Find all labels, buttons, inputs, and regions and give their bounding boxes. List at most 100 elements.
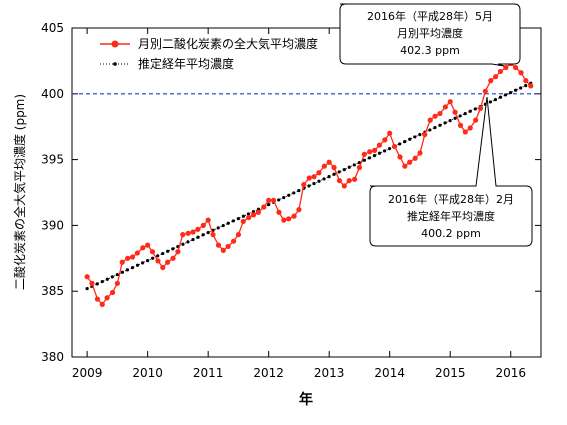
x-tick-label: 2013 <box>314 366 345 380</box>
monthly-point <box>301 182 307 188</box>
trend-point <box>95 282 99 286</box>
legend-trend-label: 推定経年平均濃度 <box>138 56 234 71</box>
monthly-point <box>432 113 438 119</box>
trend-point <box>267 202 271 207</box>
monthly-point <box>326 159 332 165</box>
monthly-point <box>165 259 171 265</box>
trend-point <box>171 247 175 251</box>
monthly-point <box>361 151 367 157</box>
trend-point <box>463 111 467 116</box>
monthly-point <box>367 149 373 155</box>
monthly-point <box>99 301 105 307</box>
monthly-point <box>261 204 267 210</box>
trend-line <box>86 82 531 290</box>
trend-point <box>307 184 311 188</box>
trend-point <box>196 235 200 239</box>
monthly-point <box>266 197 272 203</box>
monthly-point <box>467 125 473 131</box>
monthly-point <box>200 222 206 228</box>
trend-point <box>357 160 361 165</box>
y-axis-title: 二酸化炭素の全大気平均濃度 (ppm) <box>12 94 27 290</box>
trend-point <box>372 153 377 158</box>
callout-trend-line2: 推定経年平均濃度 <box>407 209 495 223</box>
trend-point <box>453 116 457 120</box>
monthly-point <box>160 264 166 271</box>
monthly-point <box>180 232 186 238</box>
monthly-point <box>503 64 509 71</box>
trend-point <box>362 158 366 162</box>
monthly-point <box>155 258 161 264</box>
trend-point <box>100 279 104 284</box>
trend-point <box>140 261 145 265</box>
trend-point <box>130 265 135 270</box>
monthly-point <box>205 217 211 223</box>
trend-point <box>120 270 125 274</box>
monthly-point <box>84 274 90 280</box>
monthly-point <box>270 197 277 203</box>
monthly-point <box>109 289 116 296</box>
monthly-point <box>321 163 327 169</box>
monthly-point <box>387 130 393 136</box>
trend-point <box>191 237 195 242</box>
monthly-point <box>402 163 408 169</box>
monthly-point <box>149 249 156 255</box>
trend-point <box>317 179 321 183</box>
monthly-point <box>482 88 488 94</box>
x-tick-label: 2015 <box>435 366 466 380</box>
trend-point <box>403 139 407 144</box>
monthly-point <box>497 68 504 75</box>
monthly-point <box>331 164 337 171</box>
axis-ticks: 2009 2010 2011 2012 2013 2014 2015 2016 380 385 39… <box>41 21 541 380</box>
trend-point <box>115 272 119 277</box>
trend-point <box>312 181 316 186</box>
monthly-point <box>134 250 140 256</box>
monthly-point <box>457 122 464 128</box>
y-tick-label: 385 <box>41 284 64 298</box>
monthly-point <box>250 212 257 218</box>
trend-point <box>277 198 281 202</box>
monthly-point <box>356 164 363 171</box>
monthly-point <box>170 255 176 261</box>
trend-point <box>201 233 205 237</box>
trend-point <box>428 128 432 132</box>
trend-point <box>226 221 230 225</box>
monthly-point <box>89 280 95 286</box>
monthly-point <box>291 213 297 219</box>
trend-point <box>519 86 523 90</box>
trend-point <box>468 109 472 113</box>
y-tick-label: 405 <box>41 21 64 35</box>
monthly-point <box>397 154 403 160</box>
trend-point <box>231 219 235 223</box>
trend-point <box>146 258 150 263</box>
trend-point <box>332 172 336 176</box>
legend: 月別二酸化炭素の全大気平均濃度 推定経年平均濃度 <box>100 36 318 71</box>
trend-point <box>236 216 240 221</box>
monthly-point <box>185 230 191 236</box>
monthly-point <box>437 110 443 117</box>
trend-point <box>156 254 160 258</box>
trend-point <box>524 84 528 88</box>
monthly-point <box>276 209 282 215</box>
trend-point <box>246 212 251 216</box>
trend-point <box>443 121 447 125</box>
monthly-point <box>477 105 484 111</box>
callout-monthly-box <box>339 3 521 67</box>
x-tick-label: 2010 <box>132 366 163 380</box>
monthly-point <box>220 247 226 254</box>
trend-point <box>181 242 185 246</box>
trend-point <box>125 268 130 272</box>
trend-point <box>161 251 165 256</box>
monthly-point <box>225 243 231 250</box>
monthly-point <box>382 137 388 143</box>
x-tick-label: 2009 <box>72 366 103 380</box>
monthly-point <box>422 131 428 138</box>
callout-monthly-line1: 2016年（平成28年）5月 <box>367 9 493 23</box>
legend-trend-marker <box>113 62 117 66</box>
monthly-point <box>473 117 479 123</box>
trend-point <box>398 142 402 146</box>
monthly-point <box>114 280 120 286</box>
trend-point <box>337 170 341 174</box>
trend-point <box>241 214 245 218</box>
trend-point <box>503 93 508 97</box>
